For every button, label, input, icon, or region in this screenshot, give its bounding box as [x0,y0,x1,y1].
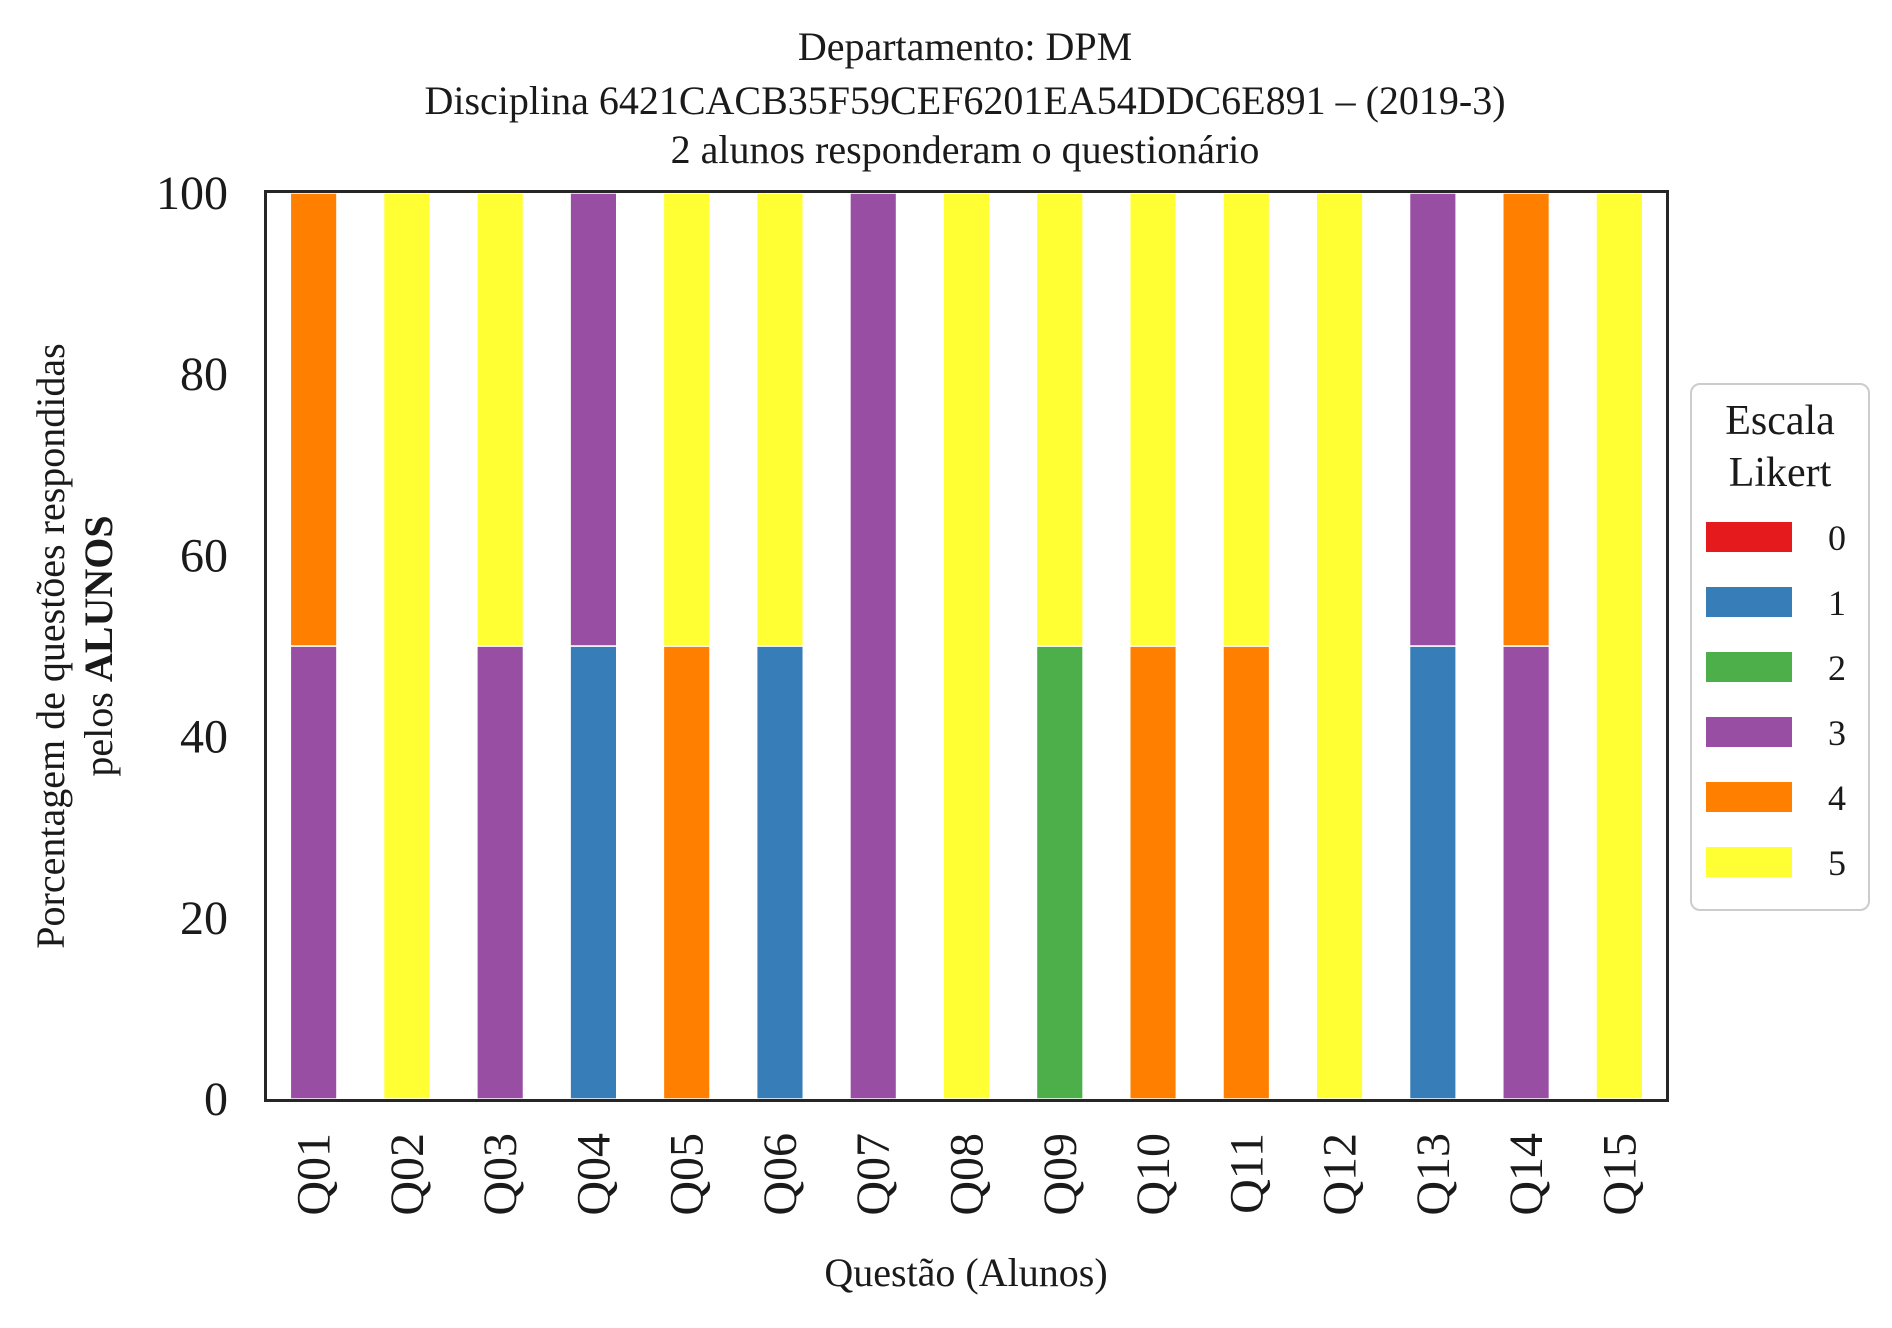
y-tick-label-60: 60 [180,529,228,582]
bar-q13-likert-1 [1408,645,1457,1100]
legend-swatch-5 [1706,847,1792,877]
bar-q03-likert-3 [476,645,525,1100]
x-tick-label-q08: Q08 [941,1133,994,1216]
y-tick-label-20: 20 [180,892,228,945]
x-tick-label-q03: Q03 [474,1133,527,1216]
bar-q06-likert-5 [755,192,805,647]
bar-q14-likert-4 [1502,192,1551,647]
bar-q11-likert-4 [1222,645,1271,1100]
bar-q11-likert-5 [1222,192,1271,647]
x-tick-label-q11: Q11 [1220,1133,1273,1214]
legend-swatch-0 [1706,522,1792,552]
bar-q09-likert-5 [1035,192,1084,647]
y-axis-label-prefix: pelos [76,682,121,776]
legend: Escala Likert 0 1 2 3 4 5 [1690,383,1870,911]
x-axis-label: Questão (Alunos) [824,1250,1107,1295]
y-axis-label-bold: ALUNOS [76,515,121,682]
legend-swatch-1 [1706,587,1792,617]
y-tick-label-80: 80 [180,348,228,401]
chart-title: Departamento: DPM Disciplina 6421CACB35F… [424,24,1505,172]
bar-q15-likert-5 [1595,192,1644,1100]
y-tick-label-40: 40 [180,711,228,764]
y-axis-label-line-1: Porcentagem de questões respondidas [28,343,73,948]
bar-q13-likert-3 [1408,192,1457,647]
bar-q10-likert-4 [1128,645,1178,1100]
bar-q03-likert-5 [476,192,525,647]
bar-q04-likert-1 [569,645,618,1100]
legend-label-3: 3 [1828,713,1846,753]
bar-q05-likert-4 [662,645,711,1100]
legend-label-1: 1 [1828,583,1846,623]
x-tick-label-q02: Q02 [381,1133,434,1216]
legend-label-4: 4 [1828,778,1846,818]
bar-q08-likert-5 [942,192,991,1100]
title-line-2: Disciplina 6421CACB35F59CEF6201EA54DDC6E… [424,78,1505,123]
x-tick-label-q01: Q01 [288,1133,341,1216]
title-line-1: Departamento: DPM [798,24,1132,69]
legend-frame [1690,383,1870,911]
bar-q07-likert-3 [849,192,898,1100]
bar-q06-likert-1 [755,645,805,1100]
x-tick-label-q10: Q10 [1127,1133,1180,1216]
x-tick-label-q15: Q15 [1593,1133,1646,1216]
title-line-3: 2 alunos responderam o questionário [671,127,1260,172]
y-tick-label-0: 0 [204,1073,228,1126]
y-tick-label-100: 100 [156,167,228,220]
legend-entries: 0 1 2 3 4 5 [1706,518,1846,883]
bar-q01-likert-4 [289,192,338,647]
legend-title-line-2: Likert [1729,450,1832,496]
legend-label-2: 2 [1828,648,1846,688]
legend-swatch-4 [1706,782,1792,812]
bar-q09-likert-2 [1035,645,1084,1100]
x-tick-label-q14: Q14 [1500,1133,1553,1216]
x-axis-ticks: Q01 Q02 Q03 Q04 Q05 Q06 Q07 Q08 Q09 Q10 Q11 Q12 Q13 Q… [288,1133,1647,1216]
bar-q01-likert-3 [289,645,338,1100]
y-axis-label-line-2: pelos ALUNOS [76,515,121,776]
y-axis-ticks: 0 20 40 60 80 100 [156,167,228,1126]
bar-q04-likert-3 [569,192,618,647]
x-tick-label-q07: Q07 [847,1133,900,1216]
x-tick-label-q12: Q12 [1314,1133,1367,1216]
x-tick-label-q13: Q13 [1407,1133,1460,1216]
plot-frame [264,190,1669,1102]
x-tick-label-q06: Q06 [754,1133,807,1216]
x-tick-label-q05: Q05 [661,1133,714,1216]
bar-q05-likert-5 [662,192,711,647]
bar-q02-likert-5 [382,192,431,1100]
y-axis-label: Porcentagem de questões respondidas pelo… [28,343,121,948]
bar-q10-likert-5 [1128,192,1178,647]
legend-swatch-2 [1706,652,1792,682]
bar-q14-likert-3 [1502,645,1551,1100]
legend-title-line-1: Escala [1725,398,1835,444]
x-tick-label-q09: Q09 [1034,1133,1087,1216]
legend-swatch-3 [1706,717,1792,747]
legend-label-5: 5 [1828,843,1846,883]
legend-label-0: 0 [1828,518,1846,558]
bar-q12-likert-5 [1315,192,1364,1100]
x-tick-label-q04: Q04 [567,1133,620,1216]
bars-layer [289,192,1644,1100]
